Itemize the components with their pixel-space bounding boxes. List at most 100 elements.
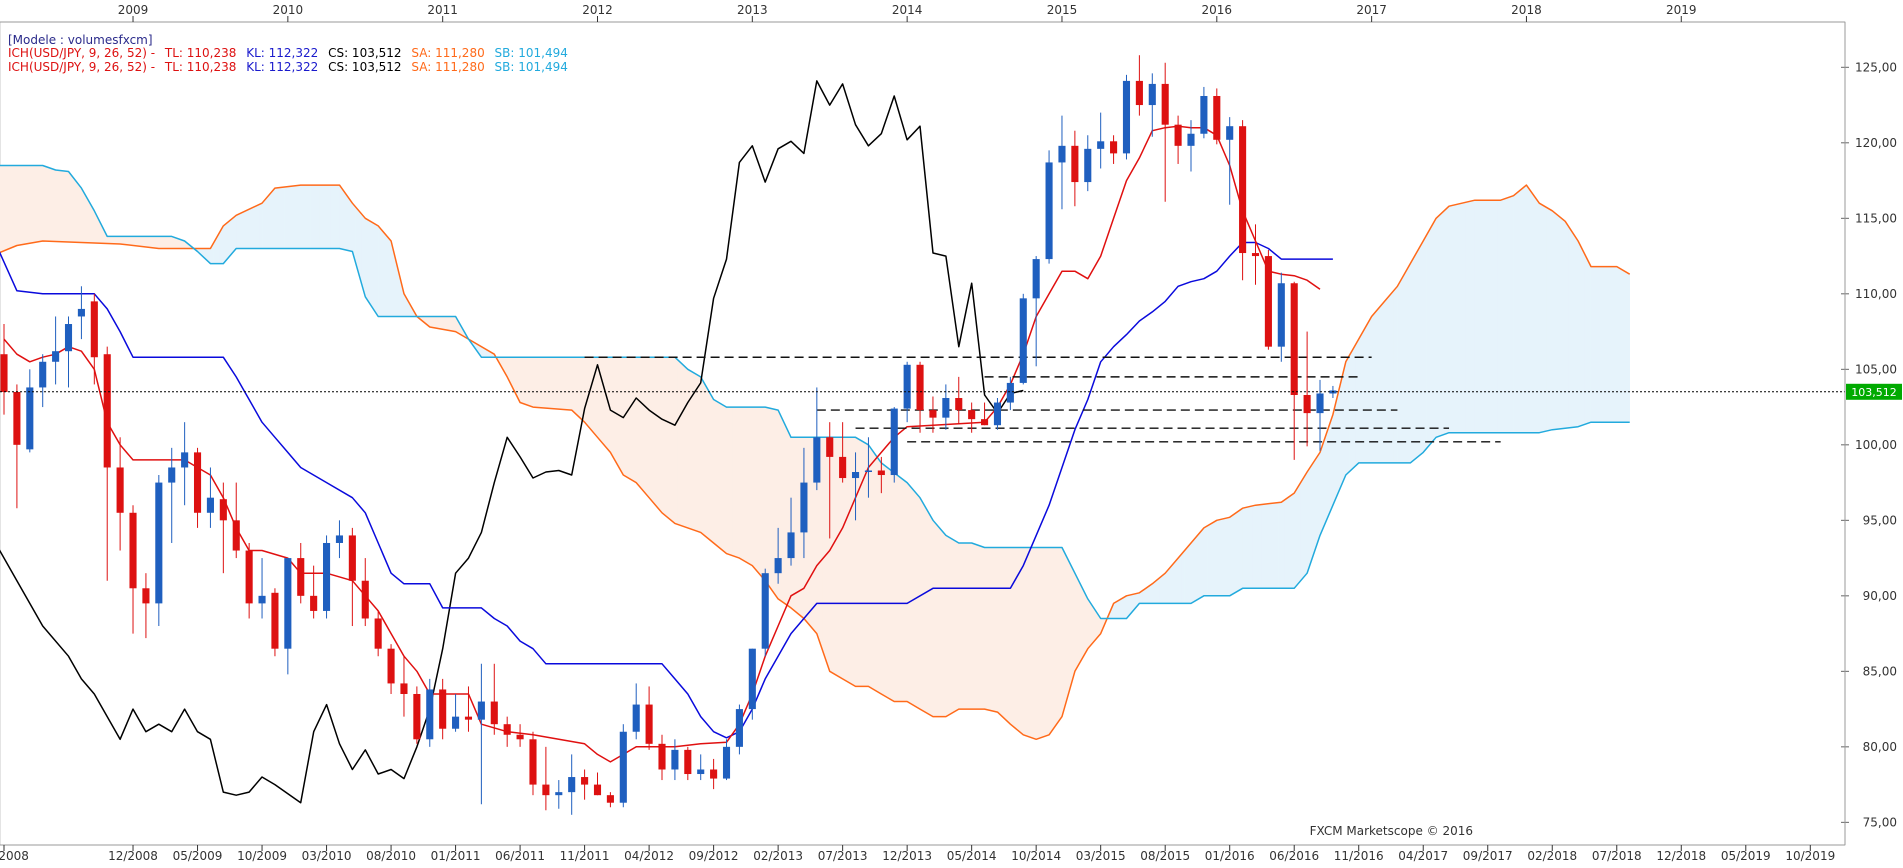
cloud-segment	[1322, 433, 1327, 528]
candle-body	[361, 580, 369, 619]
cloud-segment	[1548, 208, 1553, 431]
cloud-segment	[113, 236, 118, 245]
cloud-segment	[1455, 203, 1460, 434]
cloud-segment	[71, 174, 76, 243]
candle-body	[477, 701, 485, 720]
cloud-segment	[1526, 184, 1530, 434]
cloud-segment	[1287, 494, 1292, 589]
candle-body	[258, 595, 266, 604]
cloud-segment	[697, 374, 702, 533]
candle-body	[555, 792, 563, 796]
cloud-segment	[748, 406, 753, 567]
bottom-date-label: 11/2016	[1334, 849, 1384, 863]
cloud-segment	[452, 316, 456, 332]
cloud-segment	[926, 507, 931, 716]
cloud-segment	[1426, 228, 1430, 450]
candle-body	[864, 470, 872, 473]
cloud-segment	[984, 547, 989, 711]
candle-body	[800, 482, 808, 533]
axes: 103,512 75,00 80,00 85,00 90,00 95,00 100,00 10…	[0, 3, 1902, 863]
cloud-segment	[1626, 271, 1630, 423]
candle-body	[606, 795, 614, 803]
cloud-segment	[1493, 199, 1498, 434]
cloud-segment	[1261, 503, 1266, 589]
cloud-segment	[29, 165, 34, 244]
cloud-segment	[703, 381, 708, 539]
candle-body	[1251, 253, 1260, 257]
cloud-segment	[1039, 547, 1043, 739]
legend-sb: SB: 101,494	[494, 60, 568, 74]
candle-body	[426, 689, 434, 740]
cloud-segment	[768, 407, 772, 591]
cloud-segment	[1306, 466, 1311, 574]
cloud-segment	[1448, 205, 1453, 434]
candle-body	[851, 472, 860, 479]
cloud-segment	[148, 236, 153, 249]
cloud-segment	[1400, 273, 1405, 464]
candle-body	[374, 618, 382, 649]
cloud-segment	[652, 356, 656, 507]
candle-body	[593, 784, 602, 796]
cloud-segment	[1229, 514, 1234, 597]
cloud-segment	[877, 457, 882, 695]
cloud-segment	[1061, 547, 1066, 717]
cloud-segment	[561, 356, 566, 410]
cloud-segment	[1158, 575, 1163, 604]
cloud-segment	[1303, 470, 1308, 578]
top-year-label: 2015	[1047, 3, 1078, 17]
cloud-segment	[106, 236, 111, 244]
cloud-segment	[274, 187, 279, 249]
cloud-segment	[1542, 204, 1547, 433]
cloud-segment	[545, 356, 550, 409]
cloud-segment	[552, 356, 556, 410]
cloud-segment	[1529, 188, 1534, 434]
cloud-segment	[23, 165, 27, 245]
cloud-segment	[1445, 205, 1450, 435]
cloud-segment	[1245, 506, 1250, 589]
cloud-segment	[126, 236, 131, 246]
cloud-segment	[1345, 354, 1350, 476]
legend-tl: TL: 110,238	[164, 46, 237, 60]
top-year-label: 2010	[273, 3, 304, 17]
chikou-span-line	[0, 80, 1024, 804]
cloud-segment	[55, 169, 60, 242]
cloud-segment	[1258, 504, 1263, 589]
cloud-segment	[1293, 486, 1298, 590]
cloud-segment	[1332, 401, 1337, 506]
cloud-segment	[732, 406, 737, 558]
cloud-segment	[977, 544, 982, 710]
cloud-segment	[874, 452, 879, 693]
cloud-segment	[1374, 308, 1379, 464]
candle-body	[297, 558, 305, 596]
cloud-segment	[290, 185, 295, 249]
cloud-segment	[142, 236, 147, 248]
cloud-segment	[1248, 505, 1253, 589]
legend-tl: TL: 110,238	[164, 60, 237, 74]
cloud-segment	[329, 184, 334, 249]
candle-body	[1084, 148, 1092, 183]
candle-body	[413, 693, 421, 740]
cloud-segment	[1393, 285, 1398, 464]
candle-body	[1174, 124, 1182, 146]
cloud-segment	[677, 359, 682, 527]
candle-body	[39, 361, 47, 388]
cloud-segment	[326, 184, 331, 249]
legend-sa: SA: 111,280	[411, 46, 485, 60]
cloud-segment	[1590, 266, 1595, 423]
cloud-segment	[139, 236, 143, 247]
candle-body	[890, 408, 898, 476]
cloud-segment	[1190, 538, 1195, 604]
cloud-segment	[342, 188, 347, 251]
bottom-date-label: 01/2016	[1205, 849, 1255, 863]
cloud-segment	[523, 356, 527, 406]
cloud-segment	[110, 236, 114, 245]
cloud-segment	[964, 542, 969, 710]
candle-body	[116, 467, 124, 513]
cloud-segment	[1081, 585, 1085, 662]
cloud-segment	[887, 467, 892, 701]
candle-body	[77, 308, 85, 317]
legend-kl: KL: 112,322	[246, 46, 319, 60]
cloud-segment	[1193, 534, 1198, 603]
bottom-date-label: 12/2013	[882, 849, 932, 863]
cloud-segment	[1616, 266, 1621, 423]
